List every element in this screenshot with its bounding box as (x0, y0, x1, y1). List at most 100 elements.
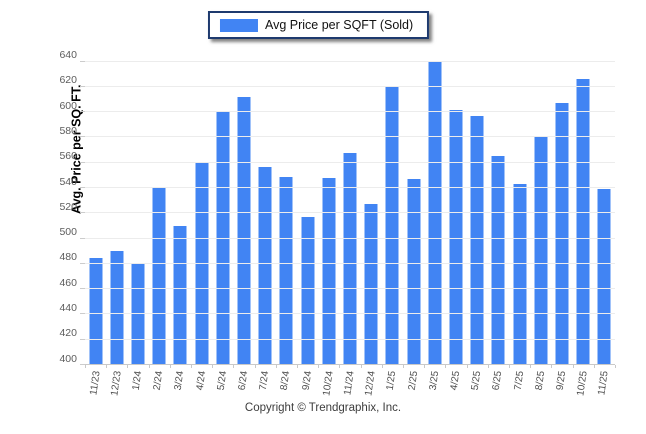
bar-slot-3/24 (170, 49, 191, 365)
x-tick (339, 365, 341, 368)
bar-2/24 (152, 186, 166, 365)
bar-slot-11/23 (85, 49, 106, 365)
gridline-420 (85, 338, 615, 340)
bar-slot-9/25 (551, 49, 572, 365)
bar-slot-5/25 (467, 49, 488, 365)
x-tick (593, 365, 595, 368)
x-label-10/25: 10/25 (575, 370, 590, 397)
x-tick (487, 365, 489, 368)
y-tick-520 (80, 212, 85, 214)
bar-slot-1/25 (382, 49, 403, 365)
bar-slot-12/23 (106, 49, 127, 365)
bar-slot-10/24 (318, 49, 339, 365)
gridline-500 (85, 237, 615, 239)
y-tick-540 (80, 187, 85, 189)
y-tick-600 (80, 111, 85, 113)
gridline-540 (85, 187, 615, 189)
x-tick (233, 365, 235, 368)
y-tick-label-440: 440 (59, 301, 77, 314)
y-tick-label-560: 560 (59, 150, 77, 163)
bar-slot-9/24 (297, 49, 318, 365)
x-tick (85, 365, 86, 368)
gridline-400 (85, 364, 615, 365)
y-tick-580 (80, 136, 85, 138)
bars-container (85, 49, 615, 365)
plot-area: 400 420 440 460 480 500 520 540 560 580 600 620 640 (59, 49, 616, 368)
x-label-1/24: 1/24 (130, 370, 145, 392)
x-label-4/24: 4/24 (194, 370, 208, 392)
y-tick-420 (80, 338, 85, 340)
x-label-6/24: 6/24 (236, 370, 251, 392)
y-tick-label-460: 460 (59, 276, 77, 289)
x-tick (509, 365, 510, 368)
gridline-620 (85, 85, 615, 87)
x-tick (403, 365, 404, 368)
x-tick (424, 365, 426, 368)
gridline-600 (85, 111, 615, 113)
x-label-11/25: 11/25 (596, 370, 612, 396)
x-tick (360, 365, 362, 368)
bar-slot-4/25 (445, 49, 466, 365)
bar-3/24 (173, 225, 187, 365)
x-tick (615, 365, 616, 368)
x-label-5/25: 5/25 (469, 370, 484, 392)
x-label-5/24: 5/24 (215, 370, 230, 392)
x-label-9/25: 9/25 (554, 370, 569, 392)
bar-9/24 (301, 217, 315, 365)
y-tick-620 (80, 85, 85, 87)
y-tick-500 (80, 237, 85, 239)
y-tick-label-540: 540 (59, 175, 77, 188)
x-tick (148, 365, 150, 368)
y-tick-label-580: 580 (59, 124, 77, 137)
legend-swatch (219, 18, 258, 32)
x-label-3/24: 3/24 (173, 370, 187, 392)
bar-4/25 (449, 109, 463, 365)
bar-slot-7/25 (509, 49, 530, 365)
y-tick-label-640: 640 (59, 49, 77, 62)
bar-2/25 (407, 179, 421, 365)
legend-label: Avg Price per SQFT (Sold) (264, 18, 414, 32)
x-label-9/24: 9/24 (300, 370, 314, 392)
gridline-580 (85, 136, 615, 138)
bar-slot-5/24 (212, 49, 233, 365)
gridline-440 (85, 313, 615, 315)
copyright-text: Copyright © Trendgraphix, Inc. (244, 402, 402, 414)
x-tick (551, 365, 553, 368)
x-tick (212, 365, 214, 368)
x-tick (572, 365, 574, 368)
bar-12/24 (364, 204, 378, 365)
y-tick-label-620: 620 (59, 74, 77, 87)
y-tick-560 (80, 161, 85, 163)
bar-slot-6/24 (233, 49, 254, 365)
x-tick (169, 365, 171, 368)
bar-6/25 (491, 156, 505, 365)
x-tick (381, 365, 383, 368)
x-label-7/24: 7/24 (257, 370, 272, 392)
x-tick (445, 365, 447, 368)
gridline-460 (85, 288, 615, 290)
y-tick-label-420: 420 (59, 327, 77, 340)
x-tick (318, 365, 320, 368)
bar-10/24 (322, 177, 336, 365)
gridline-560 (85, 161, 615, 163)
x-tick (275, 365, 277, 368)
bar-slot-12/24 (361, 49, 382, 365)
x-tick (106, 365, 108, 368)
y-tick-label-600: 600 (59, 99, 77, 112)
bar-slot-11/24 (339, 49, 360, 365)
y-tick-label-400: 400 (59, 352, 77, 365)
x-label-2/24: 2/24 (151, 370, 166, 392)
bar-6/24 (237, 97, 251, 365)
y-tick-480 (80, 262, 85, 264)
bar-8/24 (279, 176, 293, 365)
bar-12/23 (110, 251, 124, 365)
x-label-10/24: 10/24 (321, 370, 336, 397)
gridline-640 (85, 60, 615, 62)
y-tick-400 (80, 364, 85, 365)
bar-slot-1/24 (127, 49, 148, 365)
bar-slot-2/25 (403, 49, 424, 365)
bar-10/25 (576, 79, 590, 365)
x-tick (191, 365, 192, 368)
x-label-4/25: 4/25 (448, 370, 463, 392)
